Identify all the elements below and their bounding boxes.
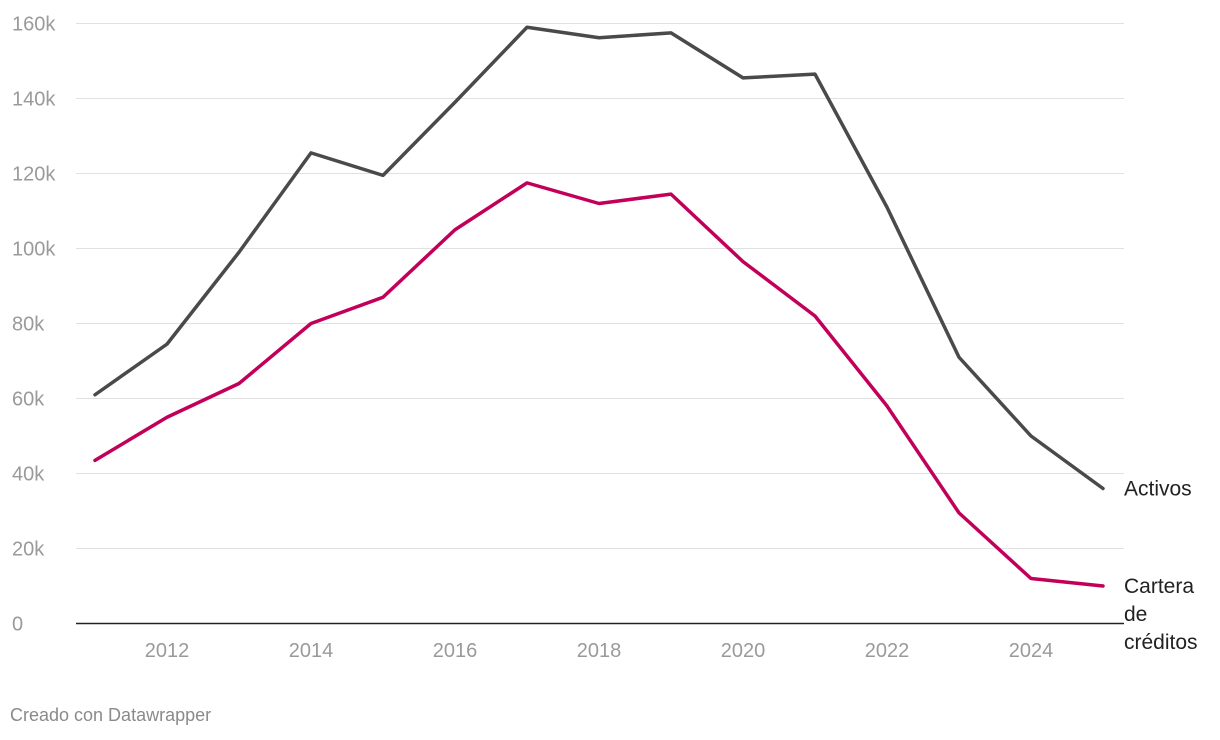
x-tick-label: 2018 <box>577 640 622 662</box>
gridlines <box>76 23 1124 625</box>
y-axis-ticks: 0 20k 40k 60k 80k 100k 120k 140k 160k <box>12 14 56 636</box>
y-tick-label: 160k <box>12 14 56 36</box>
series-line-activos <box>93 25 1105 491</box>
x-tick-label: 2016 <box>433 640 478 662</box>
y-tick-label: 40k <box>12 464 45 486</box>
y-tick-label: 80k <box>12 314 45 336</box>
series-lines <box>93 25 1105 588</box>
series-labels: Activos Cartera de créditos <box>1124 478 1198 655</box>
footer-credit: Creado con Datawrapper <box>10 705 212 725</box>
series-label: Activos <box>1124 478 1192 501</box>
y-tick-label: 0 <box>12 614 23 636</box>
y-tick-label: 120k <box>12 164 56 186</box>
y-tick-label: 140k <box>12 89 56 111</box>
x-tick-label: 2024 <box>1009 640 1054 662</box>
x-tick-label: 2020 <box>721 640 766 662</box>
x-tick-label: 2014 <box>289 640 334 662</box>
x-tick-label: 2012 <box>145 640 190 662</box>
series-label: Cartera de créditos <box>1124 575 1198 654</box>
y-tick-label: 60k <box>12 389 45 411</box>
y-tick-label: 20k <box>12 539 45 561</box>
x-axis-ticks: 2012 2014 2016 2018 2020 2022 2024 <box>145 640 1054 662</box>
x-tick-label: 2022 <box>865 640 910 662</box>
y-tick-label: 100k <box>12 239 56 261</box>
